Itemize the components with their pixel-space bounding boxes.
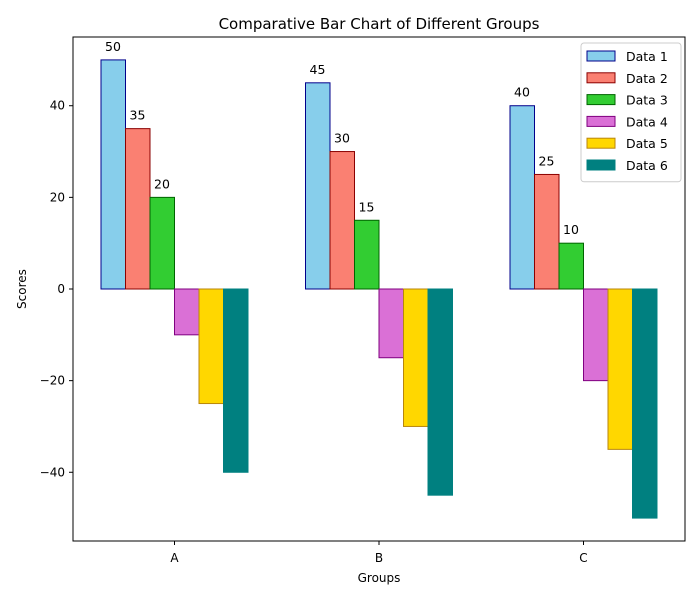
data-label: 35 [130,108,146,123]
legend-label: Data 1 [626,49,668,64]
legend-swatch [586,50,616,62]
bar-data-6-b [427,288,453,496]
data-label: 15 [359,199,375,214]
legend-label: Data 2 [626,71,668,86]
legend: Data 1 Data 2 Data 3 Data 4 Data 5 Data 6 [580,42,682,183]
data-label: 10 [563,222,579,237]
legend-swatch [586,94,616,106]
data-label: 30 [334,131,350,146]
data-label: 25 [539,153,555,168]
legend-swatch [586,137,616,149]
legend-label: Data 5 [626,136,668,151]
y-tick-label: 20 [50,190,65,204]
bar-data-2-a [125,128,151,290]
x-tick-label: B [375,551,383,565]
data-label: 50 [105,39,121,54]
bar-data-1-a [100,59,126,290]
legend-swatch [586,72,616,84]
bar-data-5-c [607,288,633,450]
plot-area: 50 45 40 35 30 25 20 15 10 −40 −20 0 20 40 A B C [40,39,658,565]
y-axis-label: Scores [15,269,29,309]
bar-data-6-a [223,288,249,473]
bar-data-1-c [509,105,535,290]
legend-label: Data 3 [626,93,668,108]
y-tick-label: 40 [50,99,65,113]
y-tick-label: 0 [57,282,65,296]
bar-data-5-a [198,288,224,405]
legend-label: Data 4 [626,114,668,129]
legend-swatch [586,159,616,171]
y-tick-label: −20 [40,374,65,388]
x-tick-label: A [170,551,179,565]
x-tick-label: C [579,551,587,565]
bar-data-2-c [534,173,560,290]
plot-frame [72,36,686,542]
chart-title: Comparative Bar Chart of Different Group… [219,15,540,33]
bar-data-6-c [632,288,658,519]
data-label: 40 [514,85,530,100]
legend-swatch [586,115,616,127]
data-label: 20 [154,176,170,191]
data-label: 45 [310,62,326,77]
bar-data-5-b [403,288,429,427]
bar-data-2-b [329,151,355,290]
bar-data-4-a [174,288,200,336]
legend-label: Data 6 [626,158,668,173]
bar-data-3-c [558,242,584,290]
bar-data-3-b [354,219,380,290]
bar-data-4-c [583,288,609,382]
bar-data-4-b [378,288,404,359]
y-tick-label: −40 [40,465,65,479]
bar-data-3-a [149,196,175,290]
bar-data-1-b [305,82,331,290]
x-axis-label: Groups [358,571,401,585]
